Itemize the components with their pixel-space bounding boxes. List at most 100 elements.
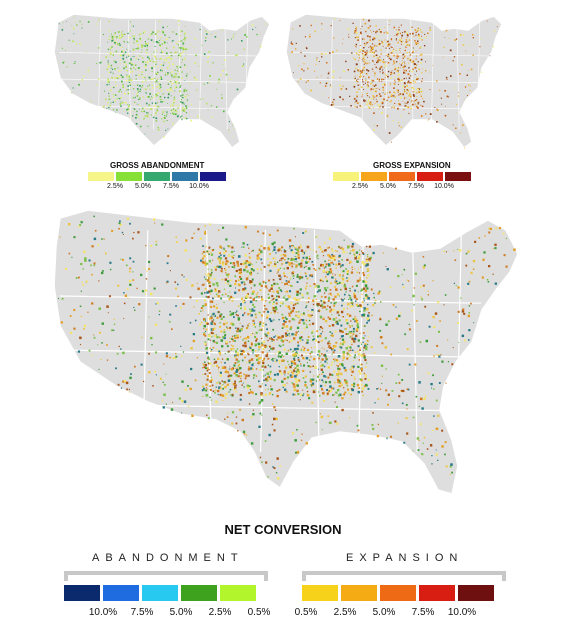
data-pixel — [255, 261, 257, 263]
data-pixel — [429, 88, 431, 91]
data-pixel — [308, 397, 311, 400]
data-pixel — [155, 107, 157, 109]
data-pixel — [385, 47, 387, 49]
data-pixel — [120, 97, 122, 99]
data-pixel — [367, 318, 370, 322]
data-pixel — [367, 388, 370, 390]
data-pixel — [407, 41, 409, 43]
data-pixel — [180, 101, 183, 103]
data-pixel — [411, 26, 413, 28]
data-pixel — [387, 403, 389, 406]
data-pixel — [324, 266, 327, 268]
data-pixel — [161, 98, 163, 100]
data-pixel — [372, 52, 374, 54]
data-pixel — [311, 260, 314, 263]
state-border-line — [359, 19, 363, 130]
data-pixel — [414, 63, 416, 66]
data-pixel — [204, 320, 206, 322]
data-pixel — [296, 352, 298, 355]
data-pixel — [401, 87, 403, 89]
data-pixel — [443, 304, 445, 306]
data-pixel — [235, 287, 237, 289]
data-pixel — [249, 310, 251, 313]
data-pixel — [272, 343, 275, 345]
data-pixel — [333, 394, 335, 396]
data-pixel — [404, 72, 406, 74]
legend-swatch — [64, 585, 100, 601]
data-pixel — [161, 51, 164, 53]
data-pixel — [219, 349, 222, 351]
data-pixel — [156, 109, 159, 112]
data-pixel — [275, 298, 278, 302]
data-pixel — [337, 367, 340, 370]
data-pixel — [459, 132, 461, 134]
data-pixel — [321, 339, 324, 342]
data-pixel — [164, 117, 166, 120]
data-pixel — [315, 285, 317, 287]
data-pixel — [449, 473, 451, 475]
data-pixel — [137, 90, 139, 92]
data-pixel — [167, 57, 168, 59]
data-pixel — [292, 353, 295, 357]
data-pixel — [159, 20, 161, 23]
data-pixel — [305, 319, 308, 322]
data-pixel — [122, 54, 125, 57]
data-pixel — [219, 387, 222, 390]
data-pixel — [174, 74, 176, 76]
data-pixel — [79, 305, 82, 308]
data-pixel — [173, 75, 176, 78]
data-pixel — [103, 238, 105, 240]
data-pixel — [117, 383, 120, 386]
data-pixel — [289, 365, 292, 369]
data-pixel — [415, 395, 418, 398]
data-pixel — [353, 253, 356, 256]
data-pixel — [107, 59, 109, 61]
data-pixel — [321, 56, 323, 58]
data-pixel — [323, 348, 325, 350]
data-pixel — [288, 272, 290, 274]
data-pixel — [398, 84, 399, 86]
data-pixel — [283, 275, 286, 278]
data-pixel — [358, 253, 361, 256]
data-pixel — [236, 353, 239, 356]
data-pixel — [204, 292, 206, 294]
data-pixel — [175, 73, 177, 75]
data-pixel — [77, 350, 81, 353]
data-pixel — [304, 230, 307, 233]
data-pixel — [218, 251, 220, 254]
data-pixel — [492, 45, 495, 48]
data-pixel — [310, 314, 312, 316]
data-pixel — [243, 281, 245, 283]
data-pixel — [273, 373, 276, 376]
data-pixel — [267, 310, 270, 313]
data-pixel — [344, 379, 347, 382]
data-pixel — [314, 20, 316, 22]
data-pixel — [114, 101, 116, 102]
data-pixel — [355, 334, 358, 338]
data-pixel — [360, 73, 362, 75]
data-pixel — [199, 323, 202, 326]
data-pixel — [256, 33, 258, 36]
data-pixel — [330, 302, 332, 304]
data-pixel — [131, 68, 132, 70]
data-pixel — [205, 351, 209, 354]
data-pixel — [318, 310, 320, 313]
data-pixel — [128, 108, 130, 110]
data-pixel — [420, 104, 422, 106]
data-pixel — [196, 89, 198, 91]
data-pixel — [99, 61, 102, 64]
data-pixel — [318, 394, 321, 397]
net-conversion-map — [40, 206, 530, 506]
state-borders-expansion — [291, 19, 490, 130]
data-pixel — [342, 274, 344, 276]
data-pixel — [334, 18, 336, 20]
data-pixel — [168, 320, 171, 323]
data-pixel — [258, 311, 261, 314]
data-pixel — [151, 67, 153, 70]
data-pixel — [220, 254, 222, 256]
data-pixel — [201, 385, 204, 388]
data-pixel — [136, 41, 138, 43]
data-pixel — [417, 449, 420, 452]
data-pixel — [237, 279, 240, 282]
data-pixel — [296, 370, 299, 373]
